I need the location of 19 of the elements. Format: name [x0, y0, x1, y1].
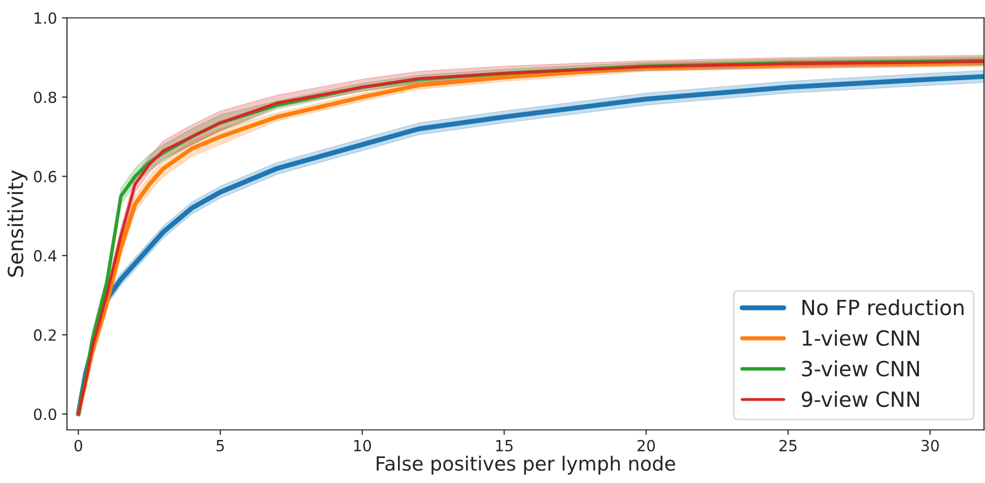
y-axis-title: Sensitivity — [7, 170, 28, 277]
y-tick-label: 0.8 — [34, 92, 56, 104]
x-tick-label: 20 — [638, 440, 655, 452]
x-tick-label: 15 — [496, 440, 513, 452]
x-tick-label: 0 — [74, 440, 82, 452]
y-tick-label: 1.0 — [34, 12, 56, 24]
y-tick-label: 0.4 — [34, 250, 56, 262]
y-tick-label: 0.2 — [34, 329, 56, 341]
y-tick-label: 0.0 — [34, 408, 56, 420]
x-tick-label: 25 — [780, 440, 796, 452]
x-tick-label: 10 — [354, 440, 371, 452]
x-tick-label: 5 — [216, 440, 224, 452]
y-tick-label: 0.6 — [34, 170, 56, 182]
legend-label: 1-view CNN — [802, 330, 919, 346]
x-axis-title: False positives per lymph node — [376, 456, 676, 475]
legend-label: No FP reduction — [802, 299, 964, 316]
legend-label: 3-view CNN — [802, 360, 919, 377]
legend-label: 9-view CNN — [802, 390, 919, 408]
x-tick-label: 30 — [922, 440, 939, 452]
